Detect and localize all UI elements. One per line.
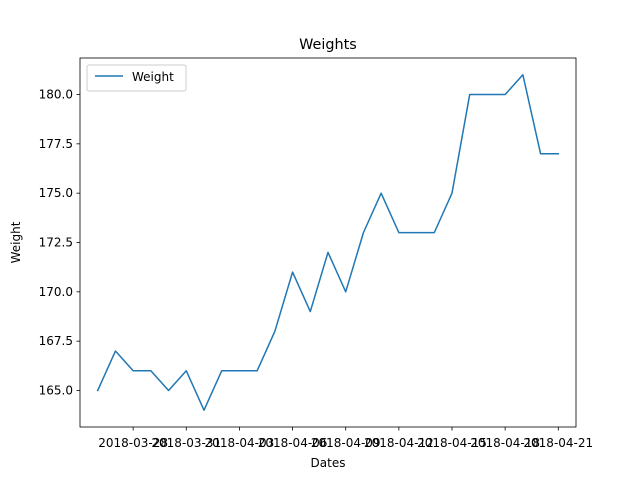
legend-box (86, 64, 187, 92)
y-tick-label: 170.0 (39, 285, 73, 299)
x-tick-label: 2018-04-18 (470, 436, 540, 450)
x-axis-ticks: 2018-03-282018-03-312018-04-032018-04-06… (98, 427, 593, 450)
legend-label-weight: Weight (132, 70, 174, 84)
y-tick-label: 177.5 (39, 137, 73, 151)
y-tick-label: 165.0 (39, 383, 73, 397)
chart-title: Weights (299, 37, 357, 53)
x-tick-label: 2018-03-31 (151, 436, 221, 450)
y-tick-label: 167.5 (39, 334, 73, 348)
x-tick-label: 2018-04-03 (205, 436, 275, 450)
y-tick-label: 172.5 (39, 236, 73, 250)
y-tick-label: 180.0 (39, 88, 73, 102)
y-tick-label: 175.0 (39, 186, 73, 200)
y-axis-label: Weight (9, 221, 23, 263)
x-tick-label: 2018-03-28 (98, 436, 168, 450)
x-tick-label: 2018-04-06 (258, 436, 328, 450)
y-axis-ticks: 165.0 167.5 170.0 172.5 175.0 177.5 180.0 (39, 88, 80, 397)
series-line-weight (96, 74, 560, 411)
x-tick-label: 2018-04-09 (311, 436, 381, 450)
x-tick-label: 2018-04-12 (364, 436, 434, 450)
legend: Weight (86, 64, 187, 92)
series-lines (96, 74, 560, 411)
x-axis-label: Dates (311, 456, 346, 470)
plot-area-frame (79, 57, 577, 428)
x-tick-label: 2018-04-15 (417, 436, 487, 450)
x-tick-label: 2018-04-21 (523, 436, 593, 450)
